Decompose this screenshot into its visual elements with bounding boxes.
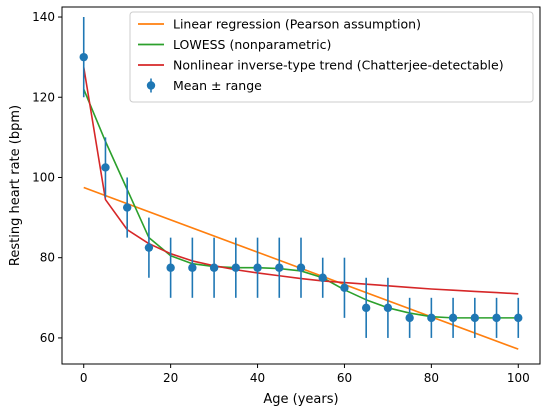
data-point bbox=[296, 263, 306, 272]
data-point bbox=[383, 303, 393, 313]
legend-label: Nonlinear inverse-type trend (Chatterjee… bbox=[173, 58, 504, 73]
data-point bbox=[231, 263, 241, 272]
legend-swatch-marker bbox=[146, 81, 156, 90]
data-point bbox=[340, 283, 349, 292]
x-tick-label: 20 bbox=[163, 371, 178, 385]
legend-label: Mean ± range bbox=[173, 78, 262, 93]
y-tick-label: 100 bbox=[32, 170, 55, 184]
data-point bbox=[188, 263, 197, 272]
data-point bbox=[492, 313, 501, 323]
legend-label: Linear regression (Pearson assumption) bbox=[173, 17, 421, 32]
x-tick-label: 60 bbox=[337, 371, 352, 385]
data-point bbox=[79, 52, 88, 62]
y-tick-label: 140 bbox=[32, 10, 55, 24]
y-axis-label: Resting heart rate (bpm) bbox=[8, 105, 23, 266]
plot-area bbox=[79, 17, 523, 350]
x-tick-label: 0 bbox=[80, 371, 88, 385]
data-point bbox=[275, 263, 284, 272]
data-point bbox=[166, 263, 175, 272]
plot-frame bbox=[61, 6, 541, 365]
data-point bbox=[253, 263, 262, 272]
x-axis-label: Age (years) bbox=[263, 392, 338, 407]
y-axis: 60 80 100 120 140 bbox=[32, 10, 62, 345]
data-point bbox=[405, 313, 414, 323]
data-point bbox=[101, 163, 110, 172]
x-tick-label: 40 bbox=[250, 371, 265, 385]
legend-box bbox=[129, 11, 534, 103]
data-point bbox=[514, 313, 523, 323]
data-point bbox=[361, 303, 371, 313]
legend-label: LOWESS (nonparametric) bbox=[173, 37, 331, 52]
x-axis: 0 20 40 60 80 100 bbox=[80, 364, 530, 385]
data-point bbox=[209, 263, 219, 272]
y-tick-label: 80 bbox=[40, 251, 55, 265]
legend: Linear regression (Pearson assumption) LO… bbox=[129, 11, 534, 103]
data-point bbox=[318, 273, 327, 282]
y-tick-label: 60 bbox=[40, 331, 55, 345]
data-point bbox=[122, 203, 132, 212]
data-point bbox=[427, 313, 436, 323]
data-point bbox=[448, 313, 458, 323]
y-tick-label: 120 bbox=[32, 90, 55, 104]
data-point bbox=[144, 243, 154, 252]
x-tick-label: 100 bbox=[507, 371, 530, 385]
data-point bbox=[470, 313, 480, 323]
x-tick-label: 80 bbox=[424, 371, 439, 385]
